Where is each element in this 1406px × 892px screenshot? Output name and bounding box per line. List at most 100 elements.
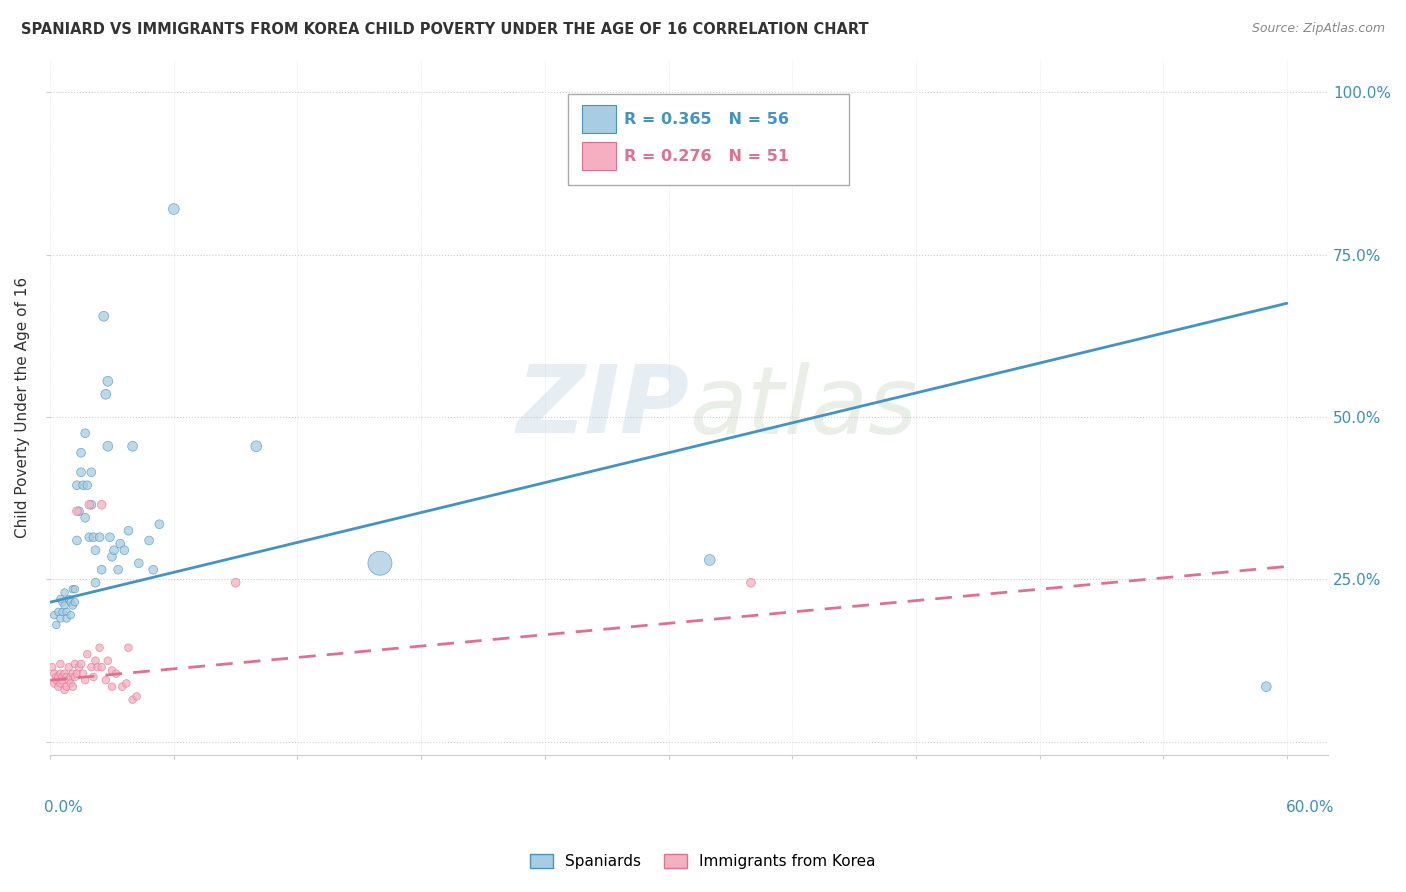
Point	[89, 530, 111, 544]
Y-axis label: Child Poverty Under the Age of 16: Child Poverty Under the Age of 16	[15, 277, 30, 538]
Legend: Spaniards, Immigrants from Korea: Spaniards, Immigrants from Korea	[524, 848, 882, 875]
Text: ZIP: ZIP	[516, 361, 689, 453]
FancyBboxPatch shape	[582, 105, 616, 133]
Point	[62, 680, 84, 694]
Point	[59, 670, 82, 684]
Point	[75, 673, 97, 688]
Point	[44, 676, 66, 690]
Point	[49, 676, 72, 690]
Point	[53, 666, 76, 681]
Point	[58, 591, 80, 606]
Point	[55, 680, 77, 694]
Point	[97, 654, 120, 668]
Point	[62, 666, 84, 681]
Point	[66, 533, 89, 548]
Point	[63, 670, 86, 684]
Point	[111, 680, 134, 694]
Point	[82, 670, 104, 684]
Point	[66, 666, 89, 681]
Point	[89, 640, 111, 655]
Text: atlas: atlas	[689, 362, 917, 453]
Point	[63, 582, 86, 597]
Point	[41, 660, 63, 674]
Point	[90, 498, 112, 512]
Point	[80, 465, 103, 479]
Point	[72, 666, 94, 681]
Point	[115, 676, 138, 690]
Text: 0.0%: 0.0%	[44, 800, 83, 815]
Point	[740, 575, 762, 590]
Point	[79, 530, 101, 544]
Point	[80, 498, 103, 512]
Point	[63, 657, 86, 671]
Point	[75, 510, 97, 524]
Point	[90, 660, 112, 674]
Point	[138, 533, 160, 548]
Point	[90, 563, 112, 577]
Point	[53, 585, 76, 599]
Point	[163, 202, 186, 216]
FancyBboxPatch shape	[568, 95, 849, 185]
Point	[80, 660, 103, 674]
Point	[75, 426, 97, 441]
Point	[82, 530, 104, 544]
Point	[49, 657, 72, 671]
Point	[66, 504, 89, 518]
Point	[58, 673, 80, 688]
Point	[97, 374, 120, 388]
Point	[49, 611, 72, 625]
Point	[44, 666, 66, 681]
Point	[49, 591, 72, 606]
FancyBboxPatch shape	[582, 143, 616, 170]
Point	[55, 670, 77, 684]
Point	[368, 556, 391, 570]
Point	[117, 640, 139, 655]
Text: Source: ZipAtlas.com: Source: ZipAtlas.com	[1251, 22, 1385, 36]
Point	[72, 478, 94, 492]
Point	[70, 657, 93, 671]
Point	[98, 530, 121, 544]
Point	[148, 517, 170, 532]
Point	[112, 543, 135, 558]
Point	[45, 670, 67, 684]
Point	[117, 524, 139, 538]
Point	[101, 549, 124, 564]
Point	[45, 673, 67, 688]
Point	[55, 611, 77, 625]
Text: R = 0.276   N = 51: R = 0.276 N = 51	[624, 149, 789, 164]
Point	[86, 660, 108, 674]
Point	[103, 543, 125, 558]
Point	[142, 563, 165, 577]
Point	[97, 439, 120, 453]
Point	[93, 310, 115, 324]
Point	[84, 543, 107, 558]
Point	[101, 664, 124, 678]
Point	[51, 673, 73, 688]
Point	[62, 599, 84, 613]
Point	[94, 387, 117, 401]
Point	[51, 670, 73, 684]
Point	[62, 582, 84, 597]
Point	[45, 618, 67, 632]
Point	[94, 673, 117, 688]
Point	[225, 575, 247, 590]
Point	[59, 676, 82, 690]
Point	[121, 439, 143, 453]
Point	[48, 605, 70, 619]
Point	[699, 553, 721, 567]
Point	[84, 654, 107, 668]
Point	[53, 682, 76, 697]
Point	[128, 556, 150, 570]
Point	[70, 465, 93, 479]
Point	[110, 537, 132, 551]
Text: 60.0%: 60.0%	[1286, 800, 1334, 815]
Point	[107, 563, 129, 577]
Point	[51, 605, 73, 619]
Point	[63, 595, 86, 609]
Point	[59, 595, 82, 609]
Point	[66, 478, 89, 492]
Point	[58, 660, 80, 674]
Point	[1256, 680, 1278, 694]
Point	[55, 605, 77, 619]
Point	[67, 504, 90, 518]
